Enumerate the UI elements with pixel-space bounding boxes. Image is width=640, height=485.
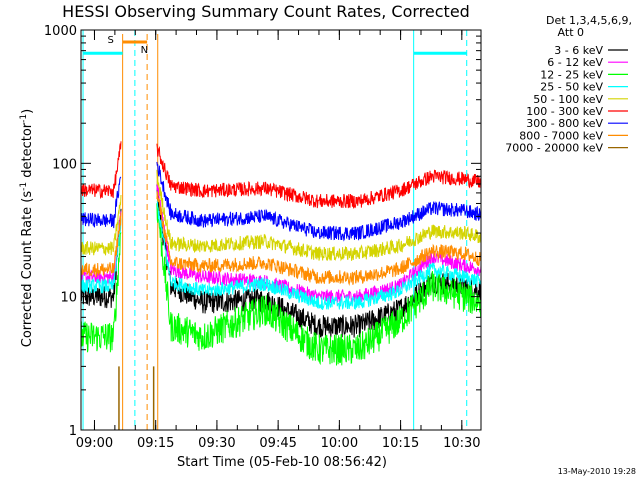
- series-0: [80, 184, 482, 338]
- legend-label-7: 800 - 7000 keV: [519, 129, 603, 142]
- series-line-6-0: [80, 176, 122, 229]
- x-tick-label-0: 09:00: [76, 436, 113, 451]
- series-5: [80, 141, 482, 209]
- y-tick-label-3: 1000: [44, 24, 77, 39]
- series-line-5-1: [156, 143, 482, 209]
- series-line-7-0: [80, 212, 122, 278]
- series-3: [80, 200, 482, 310]
- y-tick-label-2: 100: [52, 157, 77, 172]
- legend-label-3: 25 - 50 keV: [540, 81, 603, 94]
- x-tick-label-5: 10:15: [382, 436, 419, 451]
- chart-title: HESSI Observing Summary Count Rates, Cor…: [62, 2, 470, 21]
- series-line-6-1: [156, 161, 482, 242]
- legend-label-6: 300 - 800 keV: [526, 117, 603, 130]
- x-tick-label-3: 09:45: [259, 436, 296, 451]
- x-tick-label-4: 10:00: [321, 436, 358, 451]
- legend-title-line2: Att 0: [558, 26, 584, 39]
- legend-label-4: 50 - 100 keV: [533, 93, 603, 106]
- series-7: [80, 191, 482, 286]
- series-6: [80, 161, 482, 242]
- series-line-0-0: [80, 208, 122, 309]
- series-2: [80, 203, 482, 366]
- axes: 1 10 100 1000 09:00 09:15 09:30 09:45 10:00 10:15…: [44, 24, 482, 451]
- series-line-4-0: [80, 194, 122, 256]
- plot-content: SN: [80, 30, 482, 430]
- plot-frame: [80, 29, 482, 431]
- x-tick-label-2: 09:30: [198, 436, 235, 451]
- series-line-3-0: [80, 218, 122, 294]
- legend-title-line1: Det 1,3,4,5,6,9,: [546, 14, 632, 27]
- y-tick-label-0: 1: [69, 424, 77, 439]
- night-label: N: [141, 45, 148, 56]
- series-line-3-1: [156, 200, 482, 310]
- series-line-1-1: [156, 180, 482, 305]
- x-tick-label-6: 10:30: [443, 436, 480, 451]
- x-tick-label-1: 09:15: [137, 436, 174, 451]
- legend-label-1: 6 - 12 keV: [547, 56, 603, 69]
- y-tick-label-1: 10: [60, 291, 77, 306]
- x-axis-label: Start Time (05-Feb-10 08:56:42): [177, 455, 387, 470]
- saa-label: S: [108, 35, 114, 46]
- series-line-4-1: [156, 169, 482, 262]
- legend-label-5: 100 - 300 keV: [526, 105, 603, 118]
- series-line-5-0: [80, 141, 122, 200]
- series-line-2-1: [156, 203, 482, 366]
- series-line-7-1: [156, 191, 482, 286]
- legend-label-2: 12 - 25 keV: [540, 68, 603, 81]
- legend-label-0: 3 - 6 keV: [554, 44, 603, 57]
- y-axis-label: Corrected Count Rate (s-1 detector-1): [19, 109, 35, 347]
- legend-label-8: 7000 - 20000 keV: [505, 142, 603, 155]
- timestamp: 13-May-2010 19:28: [558, 467, 636, 476]
- series-line-2-0: [80, 232, 122, 353]
- series-4: [80, 169, 482, 262]
- series-line-0-1: [156, 184, 482, 338]
